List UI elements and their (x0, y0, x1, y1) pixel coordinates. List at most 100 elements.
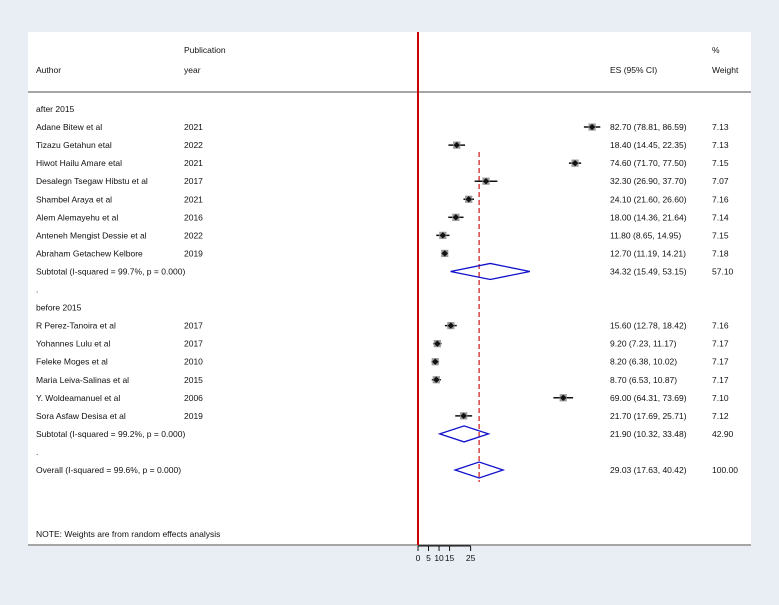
study-point-estimate (460, 412, 467, 420)
study-weight: 7.07 (712, 176, 729, 186)
study-point-estimate (588, 123, 596, 131)
overall-label: Overall (I-squared = 99.6%, p = 0.000) (36, 465, 181, 475)
study-es-ci: 21.70 (17.69, 25.71) (610, 411, 687, 421)
footnote: NOTE: Weights are from random effects an… (36, 529, 220, 539)
subgroup-label: before 2015 (36, 303, 82, 313)
study-author: Desalegn Tsegaw Hibstu et al (36, 176, 148, 186)
subtotal-label: Subtotal (I-squared = 99.7%, p = 0.000) (36, 266, 185, 276)
study-author: Maria Leiva-Salinas et al (36, 375, 129, 385)
study-author: Shambel Araya et al (36, 194, 112, 204)
study-es-ci: 8.20 (6.38, 10.02) (610, 357, 677, 367)
study-es-ci: 69.00 (64.31, 73.69) (610, 393, 687, 403)
study-author: Sora Asfaw Desisa et al (36, 411, 126, 421)
study-year: 2006 (184, 393, 203, 403)
study-weight: 7.10 (712, 393, 729, 403)
study-author: Alem Alemayehu et al (36, 212, 118, 222)
x-tick-label: 5 (426, 553, 431, 563)
subtotal-es-ci: 34.32 (15.49, 53.15) (610, 266, 687, 276)
study-weight: 7.15 (712, 230, 729, 240)
study-point-estimate (432, 358, 439, 365)
study-weight: 7.13 (712, 140, 729, 150)
study-es-ci: 11.80 (8.65, 14.95) (610, 230, 681, 240)
spacer-dot: . (36, 447, 38, 457)
study-year: 2017 (184, 321, 203, 331)
study-year: 2010 (184, 357, 203, 367)
study-weight: 7.15 (712, 158, 729, 168)
study-point-estimate (447, 322, 455, 329)
study-point-estimate (453, 141, 460, 149)
header-year: year (184, 65, 201, 75)
overall-weight: 100.00 (712, 465, 738, 475)
study-es-ci: 18.00 (14.36, 21.64) (610, 212, 687, 222)
subtotal-weight: 42.90 (712, 429, 734, 439)
study-year: 2022 (184, 140, 203, 150)
study-es-ci: 12.70 (11.19, 14.21) (610, 248, 686, 258)
x-tick-label: 25 (466, 553, 476, 563)
study-year: 2019 (184, 248, 203, 258)
study-year: 2017 (184, 176, 203, 186)
study-weight: 7.17 (712, 375, 729, 385)
study-author: Hiwot Hailu Amare etal (36, 158, 122, 168)
header-publication: Publication (184, 45, 226, 55)
study-point-estimate (465, 196, 472, 203)
subtotal-es-ci: 21.90 (10.32, 33.48) (610, 429, 687, 439)
study-es-ci: 18.40 (14.45, 22.35) (610, 140, 687, 150)
overall-es-ci: 29.03 (17.63, 40.42) (610, 465, 687, 475)
study-point-estimate (433, 376, 440, 383)
plot-area (28, 32, 751, 546)
study-year: 2022 (184, 230, 203, 240)
study-weight: 7.16 (712, 321, 729, 331)
study-weight: 7.16 (712, 194, 729, 204)
study-point-estimate (441, 250, 448, 257)
study-es-ci: 9.20 (7.23, 11.17) (610, 339, 677, 349)
subgroup-label: after 2015 (36, 104, 75, 114)
study-weight: 7.17 (712, 339, 729, 349)
study-author: Adane Bitew et al (36, 122, 102, 132)
study-year: 2016 (184, 212, 203, 222)
x-tick-label: 10 (434, 553, 444, 563)
study-author: Feleke Moges et al (36, 357, 108, 367)
study-es-ci: 15.60 (12.78, 18.42) (610, 321, 687, 331)
study-es-ci: 24.10 (21.60, 26.60) (610, 194, 687, 204)
study-point-estimate (560, 394, 567, 401)
study-author: Anteneh Mengist Dessie et al (36, 230, 147, 240)
study-es-ci: 8.70 (6.53, 10.87) (610, 375, 677, 385)
study-weight: 7.13 (712, 122, 729, 132)
study-point-estimate (571, 159, 579, 167)
subtotal-label: Subtotal (I-squared = 99.2%, p = 0.000) (36, 429, 185, 439)
study-weight: 7.18 (712, 248, 729, 258)
study-point-estimate (434, 340, 441, 347)
study-year: 2017 (184, 339, 203, 349)
study-year: 2021 (184, 122, 203, 132)
study-author: Tizazu Getahun etal (36, 140, 112, 150)
x-tick-label: 15 (445, 553, 455, 563)
subtotal-weight: 57.10 (712, 266, 734, 276)
study-es-ci: 74.60 (71.70, 77.50) (610, 158, 687, 168)
subtotal-diamond (437, 425, 491, 443)
header-es-ci: ES (95% CI) (610, 65, 657, 75)
study-year: 2015 (184, 375, 203, 385)
overall-diamond (453, 461, 506, 479)
subtotal-diamond (450, 262, 531, 281)
study-es-ci: 32.30 (26.90, 37.70) (610, 176, 687, 186)
study-es-ci: 82.70 (78.81, 86.59) (610, 122, 687, 132)
study-weight: 7.12 (712, 411, 729, 421)
study-year: 2021 (184, 194, 203, 204)
header-weight: Weight (712, 65, 739, 75)
header-author: Author (36, 65, 61, 75)
study-weight: 7.14 (712, 212, 729, 222)
study-point-estimate (482, 178, 490, 185)
study-point-estimate (439, 232, 447, 239)
study-author: Yohannes Lulu et al (36, 339, 110, 349)
spacer-dot: . (36, 285, 38, 295)
study-point-estimate (452, 214, 460, 221)
study-author: Y. Woldeamanuel et al (36, 393, 120, 403)
study-year: 2021 (184, 158, 203, 168)
study-year: 2019 (184, 411, 203, 421)
study-weight: 7.17 (712, 357, 729, 367)
study-author: Abraham Getachew Kelbore (36, 248, 143, 258)
study-author: R Perez-Tanoira et al (36, 321, 116, 331)
x-tick-label: 0 (416, 553, 421, 563)
header-percent: % (712, 45, 720, 55)
